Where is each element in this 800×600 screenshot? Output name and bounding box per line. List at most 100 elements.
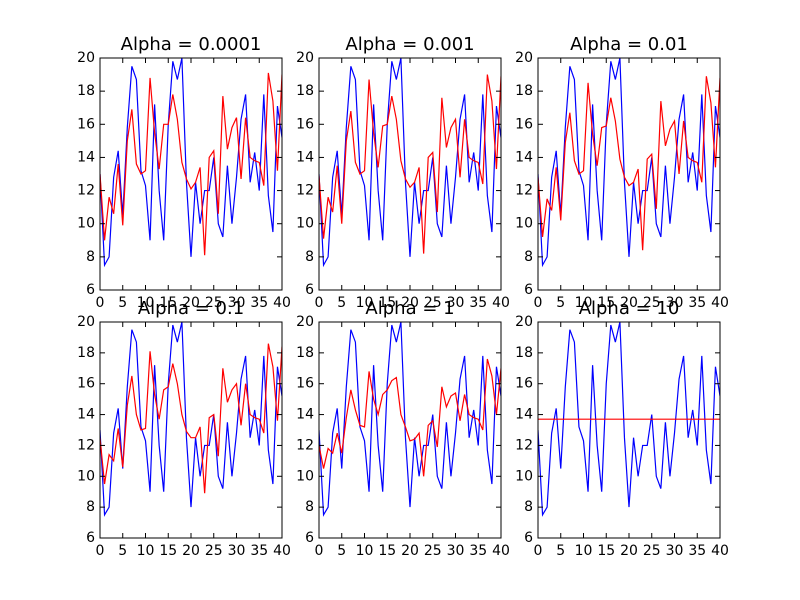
- series-line: [319, 358, 501, 477]
- x-tick-label: 40: [711, 295, 729, 311]
- y-tick-label: 8: [305, 249, 314, 265]
- x-tick-label: 15: [159, 295, 177, 311]
- y-tick-label: 12: [77, 183, 95, 199]
- y-tick-label: 8: [86, 499, 95, 515]
- y-tick-label: 14: [296, 149, 314, 165]
- y-tick-label: 18: [77, 83, 95, 99]
- y-tick-label: 18: [296, 83, 314, 99]
- x-tick-label: 40: [273, 295, 291, 311]
- x-tick-label: 15: [597, 543, 615, 559]
- y-tick-label: 6: [524, 530, 533, 546]
- subplot-title: Alpha = 0.01: [570, 34, 688, 55]
- x-tick-label: 5: [556, 295, 565, 311]
- y-tick-label: 6: [86, 282, 95, 298]
- x-tick-label: 30: [228, 295, 246, 311]
- series-line: [319, 57, 501, 268]
- y-tick-label: 12: [77, 437, 95, 453]
- x-tick-label: 15: [159, 543, 177, 559]
- x-tick-label: 5: [556, 543, 565, 559]
- series-line: [538, 57, 720, 268]
- x-tick-label: 15: [378, 543, 396, 559]
- x-tick-label: 0: [96, 543, 105, 559]
- x-tick-label: 35: [688, 295, 706, 311]
- y-tick-label: 12: [296, 437, 314, 453]
- x-tick-label: 10: [356, 295, 374, 311]
- y-tick-label: 14: [515, 407, 533, 423]
- x-tick-label: 25: [424, 543, 442, 559]
- x-tick-label: 30: [666, 543, 684, 559]
- y-tick-label: 10: [515, 468, 533, 484]
- y-tick-label: 10: [77, 468, 95, 484]
- y-tick-label: 16: [296, 116, 314, 132]
- x-tick-label: 0: [534, 295, 543, 311]
- x-tick-label: 30: [447, 543, 465, 559]
- x-tick-label: 20: [401, 543, 419, 559]
- y-tick-label: 10: [77, 216, 95, 232]
- y-tick-label: 16: [77, 376, 95, 392]
- series-line: [319, 321, 501, 517]
- y-tick-label: 20: [515, 314, 533, 330]
- series-line: [100, 72, 282, 256]
- x-tick-label: 25: [205, 295, 223, 311]
- x-tick-label: 10: [137, 543, 155, 559]
- y-tick-label: 14: [77, 149, 95, 165]
- x-tick-label: 15: [378, 295, 396, 311]
- x-tick-label: 25: [643, 295, 661, 311]
- x-tick-label: 20: [182, 543, 200, 559]
- y-tick-label: 6: [86, 530, 95, 546]
- x-tick-label: 40: [273, 543, 291, 559]
- series-line: [538, 76, 720, 251]
- y-tick-label: 10: [515, 216, 533, 232]
- y-tick-label: 10: [296, 216, 314, 232]
- x-tick-label: 30: [666, 295, 684, 311]
- x-tick-label: 15: [597, 295, 615, 311]
- y-tick-label: 20: [515, 50, 533, 66]
- y-tick-label: 6: [524, 282, 533, 298]
- series-line: [100, 343, 282, 494]
- subplot-title: Alpha = 1: [365, 298, 454, 319]
- x-tick-label: 20: [620, 543, 638, 559]
- x-tick-label: 0: [315, 543, 324, 559]
- x-tick-label: 40: [492, 543, 510, 559]
- x-tick-label: 0: [534, 543, 543, 559]
- y-tick-label: 14: [515, 149, 533, 165]
- x-tick-label: 5: [337, 295, 346, 311]
- y-tick-label: 20: [296, 50, 314, 66]
- x-tick-label: 5: [118, 543, 127, 559]
- series-line: [538, 321, 720, 517]
- x-tick-label: 35: [469, 543, 487, 559]
- y-tick-label: 18: [515, 83, 533, 99]
- x-tick-label: 35: [469, 295, 487, 311]
- x-tick-label: 35: [250, 543, 268, 559]
- x-tick-label: 30: [228, 543, 246, 559]
- x-tick-label: 10: [137, 295, 155, 311]
- y-tick-label: 20: [77, 314, 95, 330]
- subplot-title: Alpha = 0.001: [345, 34, 474, 55]
- y-tick-label: 16: [515, 116, 533, 132]
- y-tick-label: 16: [77, 116, 95, 132]
- y-tick-label: 8: [86, 249, 95, 265]
- x-tick-label: 25: [424, 295, 442, 311]
- y-tick-label: 8: [305, 499, 314, 515]
- x-tick-label: 5: [118, 295, 127, 311]
- x-tick-label: 10: [356, 543, 374, 559]
- x-tick-label: 25: [205, 543, 223, 559]
- subplot-title: Alpha = 0.1: [138, 298, 244, 319]
- y-tick-label: 16: [515, 376, 533, 392]
- y-tick-label: 12: [296, 183, 314, 199]
- series-line: [100, 57, 282, 268]
- y-tick-label: 20: [77, 50, 95, 66]
- y-tick-label: 14: [77, 407, 95, 423]
- x-tick-label: 20: [401, 295, 419, 311]
- x-tick-label: 20: [620, 295, 638, 311]
- y-tick-label: 6: [305, 530, 314, 546]
- y-tick-label: 12: [515, 183, 533, 199]
- x-tick-label: 20: [182, 295, 200, 311]
- y-tick-label: 18: [515, 345, 533, 361]
- x-tick-label: 0: [96, 295, 105, 311]
- x-tick-label: 40: [711, 543, 729, 559]
- series-line: [319, 74, 501, 254]
- y-tick-label: 12: [515, 437, 533, 453]
